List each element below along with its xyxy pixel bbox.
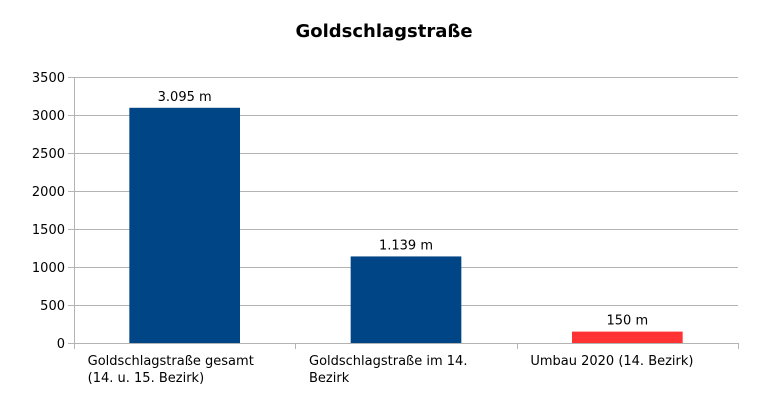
y-axis-ticks: 0 500 1000 1500 2000 2500 3000 3500	[32, 71, 74, 352]
data-label-2: 1.139 m	[379, 238, 433, 253]
y-tick-label: 0	[57, 337, 65, 352]
x-axis-categories: Goldschlagstraße gesamt (14. u. 15. Bezir…	[88, 354, 694, 386]
y-tick-label: 1500	[32, 223, 65, 238]
y-tick-label: 1000	[32, 261, 65, 276]
bar-3	[572, 331, 683, 343]
chart-title: Goldschlagstraße	[295, 21, 472, 42]
category-label-2: Bezirk	[309, 371, 350, 386]
category-label-3: Umbau 2020 (14. Bezirk)	[530, 354, 693, 369]
data-labels: 3.095 m 1.139 m 150 m	[158, 90, 648, 329]
bar-1	[129, 107, 240, 343]
y-tick-label: 2000	[32, 185, 65, 200]
y-tick-label: 2500	[32, 147, 65, 162]
y-tick-label: 500	[40, 299, 65, 314]
y-tick-label: 3500	[32, 71, 65, 86]
category-label-1: (14. u. 15. Bezirk)	[88, 371, 204, 386]
y-tick-label: 3000	[32, 109, 65, 124]
bars	[129, 107, 683, 343]
bar-2	[350, 256, 462, 343]
data-label-3: 150 m	[607, 314, 649, 329]
category-label-2: Goldschlagstraße im 14.	[309, 354, 467, 369]
data-label-1: 3.095 m	[158, 90, 212, 105]
category-label-1: Goldschlagstraße gesamt	[88, 354, 254, 369]
